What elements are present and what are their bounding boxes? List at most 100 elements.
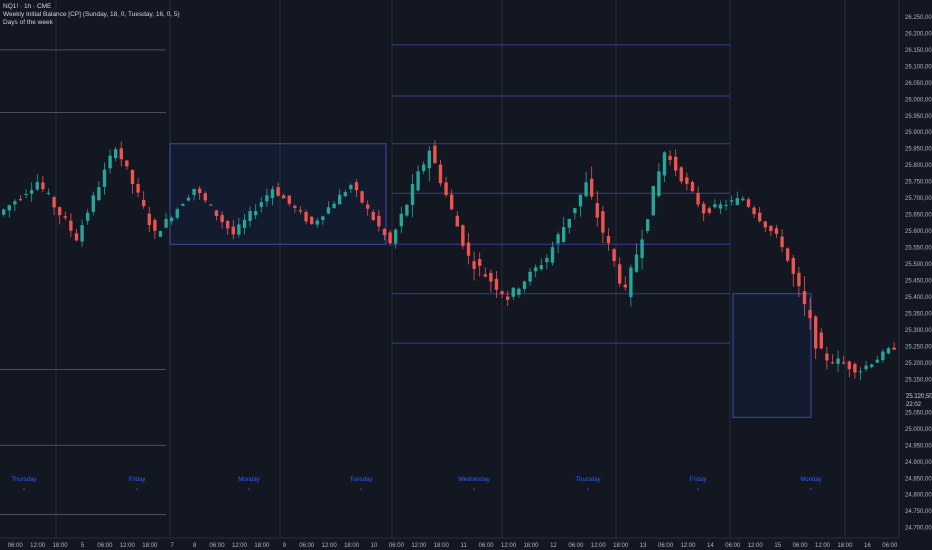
candle-body bbox=[153, 220, 157, 231]
candle-body bbox=[478, 259, 482, 266]
price-tick-label: 26.250,00 bbox=[905, 15, 932, 21]
candles bbox=[2, 140, 896, 381]
time-tick-label: 18:00 bbox=[523, 543, 539, 549]
day-label: Monday bbox=[238, 477, 259, 483]
candle-body bbox=[242, 219, 247, 228]
candle-body bbox=[69, 220, 73, 231]
candle-body bbox=[231, 226, 235, 235]
time-tick-label: 18:00 bbox=[142, 543, 158, 549]
day-label: Thursday bbox=[575, 477, 600, 483]
time-tick-label: 06:00 bbox=[725, 543, 741, 549]
candle-body bbox=[80, 225, 84, 242]
time-tick-label: 18:00 bbox=[254, 543, 270, 549]
time-tick-label: 06:00 bbox=[299, 543, 315, 549]
candle-body bbox=[791, 258, 795, 274]
candle-body bbox=[52, 197, 56, 208]
candle-body bbox=[466, 242, 471, 256]
time-tick-label: 12:00 bbox=[815, 543, 831, 549]
day-labels: Thursday Friday Monday Tuesday Wednesday Thur… bbox=[11, 477, 822, 490]
candle-body bbox=[746, 199, 751, 207]
candle-body bbox=[433, 145, 437, 164]
price-tick-label: 25.700,00 bbox=[905, 196, 932, 202]
price-tick-label: 24.900,00 bbox=[905, 460, 932, 466]
price-tick-label: 25.550,00 bbox=[905, 246, 932, 252]
candle-body bbox=[489, 272, 493, 282]
time-tick-label: 5 bbox=[81, 543, 85, 549]
candle-body bbox=[102, 169, 107, 187]
day-marker bbox=[810, 488, 812, 490]
price-tick-label: 26.100,00 bbox=[905, 64, 932, 70]
time-tick-label: 06:00 bbox=[389, 543, 405, 549]
candle-body bbox=[192, 188, 196, 196]
candle-body bbox=[769, 225, 773, 232]
time-axis-panel[interactable] bbox=[0, 538, 899, 550]
candle-body bbox=[170, 217, 174, 222]
time-tick-label: 06:00 bbox=[8, 543, 24, 549]
candle-body bbox=[808, 310, 812, 319]
candle-body bbox=[74, 233, 79, 241]
candle-body bbox=[35, 182, 39, 190]
symbol-title[interactable]: NQ1! · 1h · CME bbox=[3, 3, 52, 10]
candle-body bbox=[819, 332, 823, 349]
candle-body bbox=[2, 209, 6, 215]
candle-body bbox=[735, 198, 739, 205]
candle-body bbox=[623, 284, 627, 288]
price-axis-panel[interactable] bbox=[899, 0, 932, 538]
time-tick-label: 18:00 bbox=[434, 543, 450, 549]
candle-body bbox=[186, 197, 191, 201]
candle-body bbox=[315, 220, 319, 225]
price-tick-label: 25.250,00 bbox=[905, 344, 932, 350]
candle-body bbox=[870, 364, 874, 368]
vertical-grid bbox=[55, 0, 846, 538]
candle-body bbox=[640, 239, 644, 259]
candle-body bbox=[690, 182, 695, 192]
candle-body bbox=[864, 365, 868, 370]
candle-body bbox=[651, 185, 655, 216]
candle-body bbox=[534, 267, 538, 272]
candle-body bbox=[41, 182, 45, 190]
day-marker bbox=[23, 488, 25, 490]
day-marker bbox=[697, 488, 699, 490]
candle-body bbox=[858, 371, 863, 373]
candle-body bbox=[147, 213, 151, 226]
candle-body bbox=[797, 272, 801, 287]
last-price-value: 25.120,50 bbox=[906, 394, 932, 400]
time-tick-label: 18:00 bbox=[613, 543, 629, 549]
candle-body bbox=[713, 204, 717, 208]
candle-body bbox=[114, 149, 118, 159]
time-tick-label: 12:00 bbox=[322, 543, 338, 549]
candle-body bbox=[657, 171, 661, 197]
candle-body bbox=[842, 362, 846, 364]
candle-body bbox=[214, 210, 219, 217]
candle-body bbox=[254, 211, 258, 216]
candle-body bbox=[326, 207, 331, 214]
candle-body bbox=[646, 219, 650, 231]
candle-body bbox=[13, 201, 17, 205]
candle-body bbox=[97, 187, 101, 201]
time-tick-label: 12:00 bbox=[30, 543, 46, 549]
day-label: Tuesday bbox=[350, 477, 373, 483]
candle-body bbox=[58, 207, 62, 216]
price-tick-label: 25.350,00 bbox=[905, 311, 932, 317]
time-tick-label: 18:00 bbox=[53, 543, 69, 549]
price-tick-label: 25.600,00 bbox=[905, 229, 932, 235]
candle-body bbox=[209, 204, 213, 206]
candle-body bbox=[752, 207, 756, 215]
candle-body bbox=[741, 198, 745, 201]
day-marker bbox=[473, 488, 475, 490]
candle-body bbox=[343, 192, 347, 197]
candle-body bbox=[259, 202, 263, 207]
candle-body bbox=[349, 185, 353, 190]
price-tick-label: 25.800,00 bbox=[905, 163, 932, 169]
candle-body bbox=[142, 199, 146, 207]
candle-body bbox=[634, 254, 639, 272]
price-tick-label: 25.450,00 bbox=[905, 279, 932, 285]
candle-body bbox=[321, 216, 325, 220]
candle-body bbox=[63, 216, 67, 218]
time-tick-label: 16 bbox=[864, 543, 871, 549]
candle-body bbox=[46, 192, 51, 194]
weekly-levels bbox=[0, 44, 730, 516]
indicator-title[interactable]: Weekly Initial Balance [CP] (Sunday, 18,… bbox=[3, 11, 180, 18]
